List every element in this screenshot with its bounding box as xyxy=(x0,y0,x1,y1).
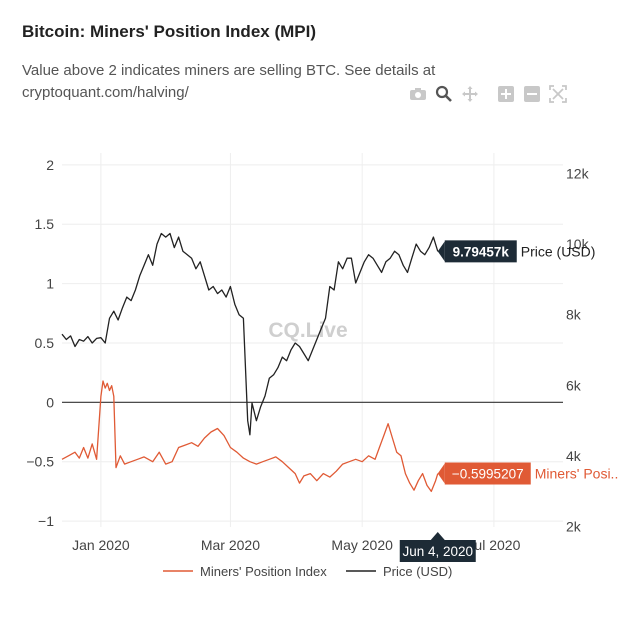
mpi-hover-value: −0.5995207 xyxy=(452,467,524,482)
watermark: CQ.Live xyxy=(268,319,347,342)
price-hover-value: 9.79457k xyxy=(453,244,510,259)
price-hover-box xyxy=(444,240,517,263)
price-series-line[interactable] xyxy=(61,232,439,436)
x-tick-label: Jul 2020 xyxy=(467,537,520,553)
date-hover-pointer xyxy=(430,532,445,540)
autoscale-icon[interactable] xyxy=(548,84,568,104)
price-hover-pointer xyxy=(437,241,445,262)
y-right-tick-label: 2k xyxy=(566,519,582,535)
pan-icon[interactable] xyxy=(460,84,480,104)
camera-icon[interactable] xyxy=(408,84,428,104)
x-tick-label: Jan 2020 xyxy=(72,537,130,553)
x-tick-label: May 2020 xyxy=(331,537,393,553)
modebar xyxy=(408,84,568,104)
y-left-tick-label: 1.5 xyxy=(35,216,55,232)
y-right-tick-label: 4k xyxy=(566,448,582,464)
y-left-tick-label: −0.5 xyxy=(26,454,54,470)
date-hover-box xyxy=(399,540,476,562)
y-left-tick-label: −1 xyxy=(38,513,54,529)
chart-title: Bitcoin: Miners' Position Index (MPI) xyxy=(22,22,316,41)
y-right-tick-label: 6k xyxy=(566,377,582,393)
y-left-tick-label: 0 xyxy=(46,394,54,410)
y-left-tick-label: 1 xyxy=(46,276,54,292)
y-right-tick-label: 8k xyxy=(566,307,582,323)
legend-mpi-label[interactable]: Miners' Position Index xyxy=(200,564,327,579)
y-left-tick-label: 2 xyxy=(46,157,54,173)
mpi-hover-box xyxy=(444,462,531,485)
y-left-tick-label: 0.5 xyxy=(35,335,55,351)
zoom-icon[interactable] xyxy=(434,84,454,104)
zoom-out-icon[interactable] xyxy=(522,84,542,104)
y-right-tick-label: 10k xyxy=(566,236,590,252)
mpi-hover-name: Miners' Posi... xyxy=(535,466,618,482)
x-tick-label: Mar 2020 xyxy=(201,537,260,553)
zoom-in-icon[interactable] xyxy=(496,84,516,104)
date-hover-value: Jun 4, 2020 xyxy=(402,544,473,559)
y-right-tick-label: 12k xyxy=(566,165,590,181)
legend-price-label[interactable]: Price (USD) xyxy=(383,564,452,579)
mpi-hover-pointer xyxy=(437,463,445,484)
mpi-series-line[interactable] xyxy=(61,380,439,493)
price-hover-name: Price (USD) xyxy=(521,243,596,259)
chart-subtitle: Value above 2 indicates miners are selli… xyxy=(22,62,436,101)
